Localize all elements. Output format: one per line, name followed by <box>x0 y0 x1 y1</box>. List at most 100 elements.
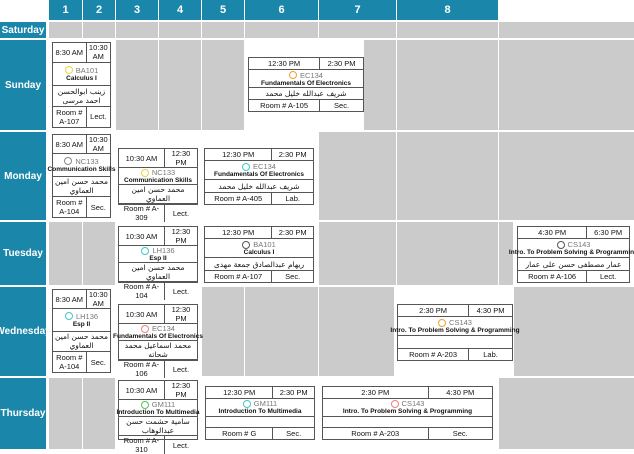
session-card[interactable]: 12:30 PM 2:30 PM BA101 Calculus I ريهام عب… <box>204 226 314 283</box>
status-circle-icon <box>64 312 73 321</box>
room: Room # A-107 <box>56 107 83 126</box>
session-card[interactable]: 10:30 AM 12:30 PM NC133 Communication Skil… <box>118 148 198 222</box>
empty-slot <box>159 40 201 130</box>
course-name: Calculus I <box>243 249 275 257</box>
empty-slot <box>319 132 396 220</box>
instructor-name: شريف عبدالله خليل محمد <box>249 88 363 101</box>
course-code: LH136 <box>152 246 175 255</box>
course-code: EC134 <box>253 162 276 172</box>
session-card[interactable]: 10:30 AM 12:30 PM LH136 Esp II محمد حسن ام… <box>118 226 198 300</box>
session-type: Lect. <box>85 106 110 127</box>
room: Room # A-104 <box>123 282 160 300</box>
session-card[interactable]: 8:30 AM 10:30 AM NC133 Communication Skill… <box>48 134 115 218</box>
room: Room # A-405 <box>214 193 263 203</box>
instructor-name: محمد اسماعيل محمد شحاته <box>119 341 197 360</box>
empty-slot <box>397 22 498 38</box>
course-code: BA101 <box>253 240 276 250</box>
instructor-name <box>206 417 314 429</box>
course-code: CS143 <box>449 318 472 328</box>
column-header: 8 <box>397 0 498 20</box>
start-time: 12:30 PM <box>222 150 255 160</box>
room: Room # G <box>222 429 257 439</box>
course-name: Intro. To Problem Solving & Programming <box>342 408 473 416</box>
day-label-thursday: Thursday <box>0 378 46 449</box>
session-type: Sec. <box>85 352 110 372</box>
start-time: 12:30 PM <box>268 58 301 68</box>
session-card[interactable]: 10:30 AM 12:30 PM EC134 Fundamentals Of El… <box>113 304 203 378</box>
column-header: 3 <box>116 0 158 20</box>
status-circle-icon <box>438 318 447 327</box>
session-type: Lab. <box>468 348 512 360</box>
course-name: Communication Skills <box>124 177 192 184</box>
end-time: 2:30 PM <box>271 149 313 161</box>
instructor-name: سامية حشمت حسن عبدالوهاب <box>119 417 197 436</box>
session-type: Sec. <box>271 270 313 282</box>
room: Room # A-106 <box>123 360 160 378</box>
status-circle-icon <box>141 246 150 255</box>
instructor-name: ريهام عبدالصادق جمعة مهدى <box>205 258 313 271</box>
empty-slot <box>397 40 498 130</box>
session-type: Lect. <box>163 204 197 222</box>
start-time: 2:30 PM <box>361 387 390 397</box>
course-code: NC133 <box>151 168 176 177</box>
empty-slot <box>83 378 115 449</box>
course-code: EC134 <box>152 324 175 333</box>
end-time: 10:30 AM <box>85 290 110 309</box>
empty-slot <box>83 222 115 285</box>
session-card[interactable]: 12:30 PM 2:30 PM GM111 Introduction To Mul… <box>205 386 315 440</box>
session-card[interactable]: 12:30 PM 2:30 PM EC134 Fundamentals Of Ele… <box>248 57 364 112</box>
end-time: 12:30 PM <box>163 381 197 399</box>
empty-slot <box>499 378 634 449</box>
empty-slot <box>499 22 634 38</box>
day-label-tuesday: Tuesday <box>0 222 46 285</box>
instructor-name: محمد حسن امين العماوي <box>53 332 110 353</box>
room: Room # A-104 <box>56 353 83 372</box>
end-time: 6:30 PM <box>586 227 629 239</box>
session-card[interactable]: 10:30 AM 12:30 PM GM111 Introduction To Mu… <box>117 380 199 454</box>
status-circle-icon <box>64 157 73 166</box>
status-circle-icon <box>242 162 251 171</box>
start-time: 10:30 AM <box>125 153 158 163</box>
status-circle-icon <box>289 71 298 80</box>
session-card[interactable]: 2:30 PM 4:30 PM CS143 Intro. To Problem So… <box>390 304 520 361</box>
day-label-monday: Monday <box>0 132 46 220</box>
room: Room # A-309 <box>123 204 160 222</box>
start-time: 8:30 AM <box>55 294 84 304</box>
status-circle-icon <box>140 168 149 177</box>
session-card[interactable]: 4:30 PM 6:30 PM CS143 Intro. To Problem So… <box>509 226 634 283</box>
session-type: Sec. <box>427 428 493 440</box>
course-name: Intro. To Problem Solving & Programming <box>508 249 634 257</box>
empty-slot <box>116 22 158 38</box>
session-type: Sec. <box>319 100 363 112</box>
instructor-name: شريف عبدالله خليل محمد <box>205 180 313 193</box>
session-card[interactable]: 8:30 AM 10:30 AM BA101 Calculus I زينب ابو… <box>52 42 111 128</box>
empty-slot <box>49 222 82 285</box>
column-header: 7 <box>319 0 396 20</box>
column-header: 5 <box>202 0 244 20</box>
end-time: 10:30 AM <box>85 43 110 62</box>
day-label-sunday: Sunday <box>0 40 46 130</box>
status-circle-icon <box>64 66 73 75</box>
column-header: 2 <box>83 0 115 20</box>
room: Room # A-107 <box>214 271 263 281</box>
end-time: 4:30 PM <box>427 387 493 398</box>
empty-slot <box>83 22 115 38</box>
course-name: Intro. To Problem Solving & Programming <box>390 327 520 335</box>
empty-slot <box>159 22 201 38</box>
status-circle-icon <box>242 399 251 408</box>
session-card[interactable]: 12:30 PM 2:30 PM EC134 Fundamentals Of Ele… <box>204 148 314 205</box>
session-type: Lect. <box>163 282 197 300</box>
column-header: 6 <box>245 0 318 20</box>
end-time: 2:30 PM <box>319 58 363 69</box>
start-time: 4:30 PM <box>538 228 567 238</box>
empty-slot <box>397 132 498 220</box>
session-card[interactable]: 8:30 AM 10:30 AM LH136 Esp II محمد حسن امي… <box>52 289 111 373</box>
instructor-name: زينب ابوالحسن احمد مرسى <box>53 86 110 107</box>
course-name: Esp II <box>149 255 167 262</box>
instructor-name: محمد حسن امين العماوي <box>53 177 110 198</box>
end-time: 2:30 PM <box>272 387 314 398</box>
start-time: 10:30 AM <box>125 309 158 319</box>
course-code: CS143 <box>401 399 425 409</box>
course-name: Calculus I <box>66 74 97 82</box>
session-card[interactable]: 2:30 PM 4:30 PM CS143 Intro. To Problem So… <box>322 386 493 440</box>
